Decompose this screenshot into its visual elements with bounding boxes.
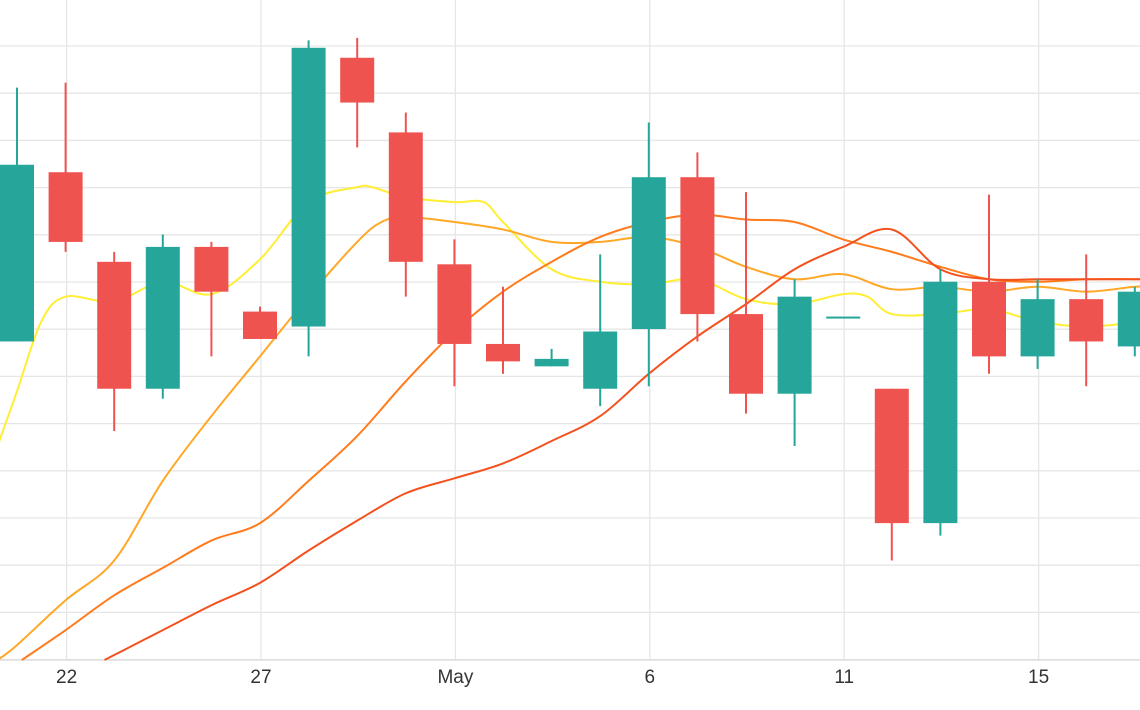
x-tick-label: 11 (834, 667, 854, 688)
bearish-candle (972, 194, 1006, 374)
candle-body (145, 246, 180, 389)
candle-body (923, 281, 958, 524)
candle-body (0, 164, 34, 342)
candle-body (631, 177, 666, 330)
candle-body (340, 57, 375, 103)
bearish-candle (729, 192, 763, 414)
ma-mid-line (0, 216, 1140, 660)
bearish-candle (437, 239, 472, 387)
bearish-candle (340, 37, 375, 148)
candle-body (777, 296, 812, 394)
x-axis: 22 27 May 6 11 15 (56, 667, 1049, 688)
candle-body (729, 314, 763, 394)
ma-long-line (104, 227, 1140, 661)
bullish-candle (631, 122, 666, 387)
candle-body (388, 132, 423, 262)
bearish-candle (486, 286, 520, 374)
candle-body (874, 388, 909, 524)
candle-body (1117, 291, 1140, 347)
x-tick-label: 27 (250, 667, 271, 688)
bullish-candle (291, 40, 326, 357)
bullish-candle (1020, 279, 1055, 369)
bearish-candle (874, 388, 909, 561)
bearish-candle (1069, 254, 1104, 387)
candle-body (583, 331, 618, 389)
bearish-candle (97, 251, 132, 432)
x-tick-label: 22 (56, 667, 77, 688)
bullish-candle (1117, 286, 1140, 357)
candle-body (534, 358, 569, 367)
x-tick-label: May (437, 667, 473, 688)
candle-body (437, 264, 472, 344)
candle-body (194, 246, 229, 292)
candle-body (1020, 299, 1055, 357)
bearish-candle (48, 82, 83, 252)
bullish-candle (923, 269, 958, 536)
ma-slow-line (21, 213, 1140, 661)
candle-body (97, 261, 132, 389)
bullish-candle (145, 234, 180, 399)
bullish-candle (826, 316, 861, 319)
candle-body (243, 311, 277, 339)
bearish-candle (680, 152, 715, 342)
candles (0, 37, 1140, 561)
bullish-candle (777, 279, 812, 446)
candle-body (291, 47, 326, 327)
candle-body (680, 177, 715, 315)
bearish-candle (243, 306, 277, 339)
candle-body (48, 172, 83, 242)
bullish-candle (534, 348, 569, 367)
candle-body (826, 316, 861, 319)
bullish-candle (583, 254, 618, 407)
candle-body (486, 343, 520, 362)
candle-body (972, 281, 1006, 357)
x-tick-label: 6 (645, 667, 656, 688)
bearish-candle (194, 241, 229, 357)
candle-body (1069, 299, 1104, 342)
x-tick-label: 15 (1028, 667, 1049, 688)
bearish-candle (388, 112, 423, 297)
bullish-candle (0, 87, 34, 342)
